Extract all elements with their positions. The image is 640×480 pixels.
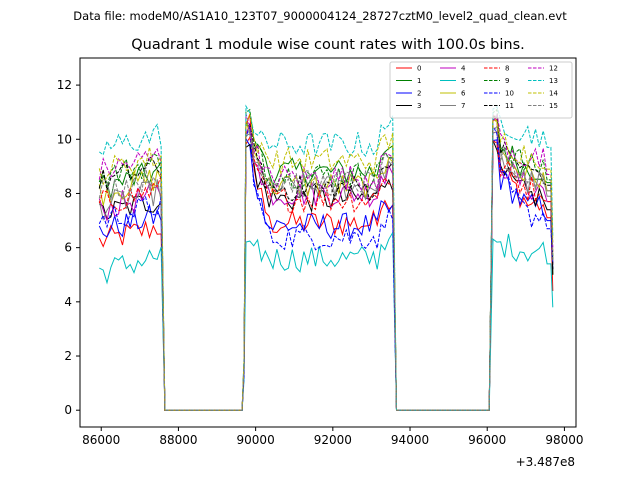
legend-label-12: 12 <box>549 65 558 73</box>
y-tick-label: 12 <box>57 78 72 92</box>
x-tick-label: 98000 <box>545 433 583 447</box>
x-axis: 86000 88000 90000 92000 94000 96000 98000 <box>82 427 584 447</box>
legend-label-4: 4 <box>461 65 466 73</box>
y-tick-label: 10 <box>57 132 72 146</box>
legend-label-14: 14 <box>549 90 558 98</box>
plot-frame <box>79 57 577 428</box>
legend-label-8: 8 <box>505 65 509 73</box>
series-layer <box>98 104 554 411</box>
legend-label-11: 11 <box>505 102 514 110</box>
y-tick-label: 6 <box>64 241 72 255</box>
legend-label-15: 15 <box>549 102 558 110</box>
legend-label-2: 2 <box>417 90 421 98</box>
legend-label-1: 1 <box>417 77 421 85</box>
x-tick-label: 90000 <box>237 433 275 447</box>
legend-label-9: 9 <box>505 77 509 85</box>
legend-label-0: 0 <box>417 65 421 73</box>
x-tick-label: 88000 <box>159 433 197 447</box>
figure-suptitle: Data file: modeM0/AS1A10_123T07_90000041… <box>73 9 567 23</box>
chart-title: Quadrant 1 module wise count rates with … <box>131 37 525 53</box>
legend-label-6: 6 <box>461 90 466 98</box>
legend-label-5: 5 <box>461 77 465 85</box>
y-tick-label: 0 <box>64 403 72 417</box>
x-tick-label: 92000 <box>314 433 352 447</box>
series-line-12 <box>98 113 554 411</box>
x-offset-label: +3.487e8 <box>516 455 575 469</box>
x-tick-label: 86000 <box>82 433 120 447</box>
legend-label-10: 10 <box>505 90 514 98</box>
x-tick-label: 94000 <box>391 433 429 447</box>
legend-label-3: 3 <box>417 102 421 110</box>
legend-label-7: 7 <box>461 102 465 110</box>
y-tick-label: 4 <box>64 295 72 309</box>
y-tick-label: 8 <box>64 186 72 200</box>
legend-frame <box>389 61 573 119</box>
y-tick-label: 2 <box>64 349 72 363</box>
x-tick-label: 96000 <box>468 433 506 447</box>
y-axis: 0 2 4 6 8 10 12 <box>57 78 80 417</box>
legend-label-13: 13 <box>549 77 558 85</box>
series-line-15 <box>98 125 554 411</box>
